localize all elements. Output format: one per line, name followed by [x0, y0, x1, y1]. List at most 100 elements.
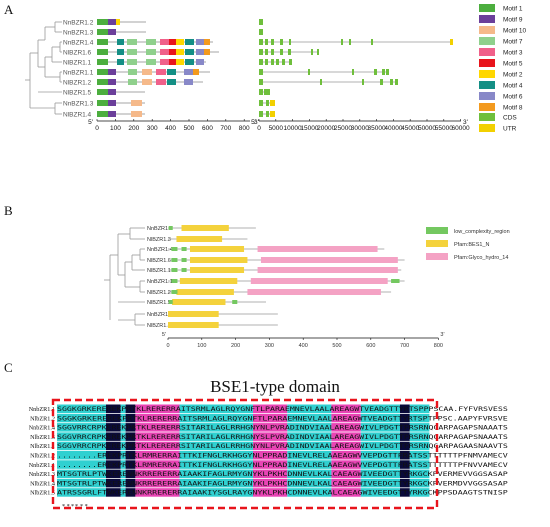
conserved-shade — [409, 451, 430, 460]
conserved-shade — [360, 423, 400, 432]
gene-name-b: NlBZR1.3 — [147, 237, 171, 243]
motif-1-block — [97, 111, 108, 117]
low-complexity-region — [171, 258, 178, 262]
conserved-shade — [57, 432, 106, 441]
motif-9-block — [108, 19, 116, 25]
motif-axis-label: 500 — [184, 125, 195, 132]
motif-9-block — [108, 79, 116, 85]
gene-axis-label: 60000 — [452, 125, 470, 132]
bes1-n-domain — [189, 267, 245, 273]
motif-9-block — [108, 69, 116, 75]
motif-7-block — [128, 79, 137, 85]
conserved-shade — [57, 478, 106, 488]
motif-1-block — [97, 79, 108, 85]
alignment-row-name: NnbZR1.4 — [29, 425, 55, 432]
cds-block — [259, 69, 263, 75]
motif-1-block — [97, 29, 108, 35]
similar-shade — [135, 488, 180, 497]
conserved-shade — [287, 423, 332, 432]
alignment-sequence: MTSGTRLPTWKERENNKRRERERRAIAAKIFAGLRMYGNY… — [57, 480, 508, 487]
gene-name-b: NnBZR1.2 — [147, 226, 173, 232]
low-complexity-region — [171, 268, 178, 272]
identical-shade — [106, 478, 121, 488]
conserved-shade — [57, 451, 106, 460]
motif-axis-label: 700 — [220, 125, 231, 132]
similar-shade — [135, 469, 180, 479]
bes1-n-domain — [176, 236, 223, 242]
similar-shade — [253, 423, 288, 432]
utr-block — [270, 111, 275, 117]
low-complexity-region — [168, 300, 173, 304]
alignment-sequence: SGGVRRCRPKEREKPRTKLRERERRSITARILAGLRRHGN… — [57, 434, 508, 441]
legend-label: Motif 10 — [503, 28, 527, 35]
motif-1-block — [97, 69, 108, 75]
similar-shade — [331, 451, 361, 460]
cds-block — [271, 59, 274, 65]
cds-block — [362, 79, 364, 85]
gene-name-a: NnBZR1.4 — [63, 40, 94, 47]
motif-3-block — [160, 49, 169, 55]
similar-shade — [135, 404, 180, 413]
similar-shade — [253, 432, 288, 441]
conserved-shade — [179, 413, 253, 423]
cds-block — [259, 89, 263, 95]
gene-name-a: NnBZR1.1 — [63, 70, 94, 77]
cds-block — [308, 69, 310, 75]
gene-axis-label: 10000 — [284, 125, 302, 132]
conservation-mark: * * — [80, 503, 88, 510]
conserved-shade — [360, 460, 400, 469]
cds-block — [311, 49, 313, 55]
motif-6-block — [184, 79, 193, 85]
conserved-shade — [120, 441, 126, 451]
bes1-n-domain — [172, 299, 226, 305]
alignment-row-name: NlbZR1.5 — [30, 490, 55, 497]
identical-shade — [106, 404, 121, 413]
alignment-row-name: NlbZR1.4 — [30, 480, 55, 487]
glyco-hydro-14-domain — [257, 246, 378, 252]
cds-block — [280, 39, 283, 45]
protein-axis-label: 600 — [366, 343, 375, 349]
conserved-shade — [120, 488, 126, 497]
motif-1-block — [97, 100, 108, 106]
motif-5-block — [169, 59, 176, 65]
conserved-shade — [57, 441, 106, 451]
cds-block — [282, 59, 285, 65]
similar-shade — [135, 432, 180, 441]
conserved-shade — [360, 469, 400, 479]
cds-block — [395, 79, 398, 85]
motif-7-block — [128, 69, 137, 75]
similar-shade — [331, 441, 361, 451]
protein-axis-label: 0 — [166, 343, 169, 349]
motif-9-block — [108, 29, 116, 35]
cds-block — [266, 100, 269, 106]
legend-swatch-motif-3 — [479, 48, 495, 56]
cds-block — [280, 49, 283, 55]
gene-axis-3prime: 3' — [463, 119, 468, 126]
motif-3-block — [160, 59, 169, 65]
protein-axis-label: 400 — [299, 343, 308, 349]
gene-name-b: NlBZR1.1 — [147, 268, 171, 274]
motif-4-block — [117, 49, 124, 55]
similar-shade — [253, 404, 288, 413]
cds-block — [259, 111, 263, 117]
similar-shade — [135, 451, 180, 460]
motif-axis-label: 600 — [202, 125, 213, 132]
motif-10-block — [131, 100, 142, 106]
similar-shade — [135, 460, 180, 469]
legend-swatch-motif-8 — [479, 103, 495, 111]
identical-shade — [125, 432, 136, 441]
identical-shade — [125, 451, 136, 460]
gene-axis-label: 15000 — [300, 125, 318, 132]
motif-9-block — [108, 89, 116, 95]
conserved-shade — [179, 423, 253, 432]
identical-shade — [106, 413, 121, 423]
identical-shade — [106, 423, 121, 432]
cds-block — [259, 79, 263, 85]
legend-b-label: low_complexity_region — [454, 229, 510, 235]
conserved-shade — [120, 404, 126, 413]
legend-swatch-motif-5 — [479, 59, 495, 67]
conserved-shade — [360, 478, 400, 488]
conserved-shade — [287, 451, 332, 460]
cds-block — [380, 79, 383, 85]
